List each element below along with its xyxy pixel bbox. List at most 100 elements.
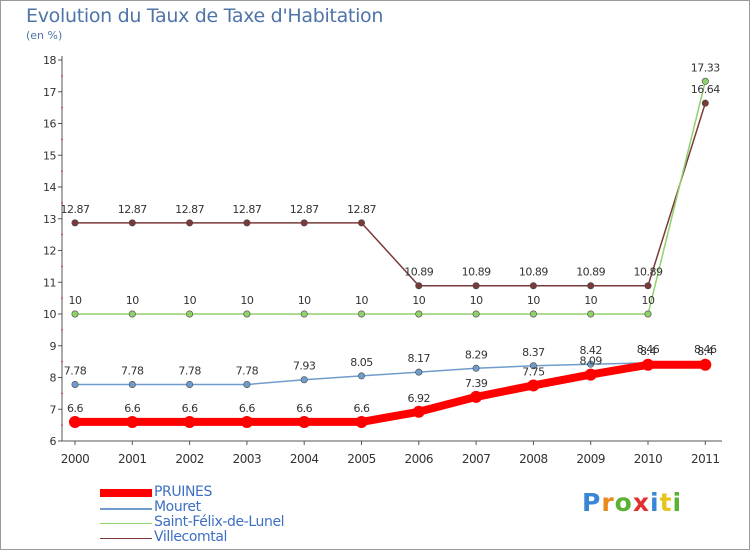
data-label-villecomtal: 10.89 bbox=[519, 266, 548, 279]
legend-label-saint-felix-de-lunel: Saint-Félix-de-Lunel bbox=[154, 514, 285, 530]
data-label-mouret: 8.46 bbox=[694, 343, 717, 356]
data-point-pruines bbox=[699, 358, 712, 371]
data-point-saint-felix-de-lunel bbox=[357, 310, 365, 318]
data-label-pruines: 7.75 bbox=[522, 365, 545, 378]
legend-swatch-villecomtal bbox=[100, 538, 152, 539]
legend-swatch-saint-felix-de-lunel bbox=[100, 523, 152, 524]
data-label-villecomtal: 12.87 bbox=[175, 203, 204, 216]
data-label-mouret: 7.78 bbox=[121, 364, 144, 377]
data-label-pruines: 6.6 bbox=[67, 402, 83, 415]
data-label-pruines: 7.39 bbox=[465, 377, 488, 390]
data-point-mouret bbox=[357, 372, 365, 380]
data-point-pruines bbox=[183, 415, 196, 428]
y-tick-label: 12 bbox=[43, 245, 56, 258]
data-point-pruines bbox=[642, 358, 654, 371]
data-point-saint-felix-de-lunel bbox=[243, 310, 251, 318]
x-tick-label: 2007 bbox=[462, 452, 491, 466]
data-point-mouret bbox=[300, 376, 308, 384]
y-tick-label: 18 bbox=[43, 54, 56, 67]
data-label-pruines: 6.6 bbox=[182, 402, 198, 415]
data-point-saint-felix-de-lunel bbox=[529, 310, 537, 318]
y-tick-label: 13 bbox=[43, 213, 56, 226]
data-label-saint-felix-de-lunel: 17.33 bbox=[691, 61, 720, 74]
data-point-villecomtal bbox=[243, 219, 251, 227]
data-label-saint-felix-de-lunel: 10 bbox=[240, 294, 253, 307]
legend-label-villecomtal: Villecomtal bbox=[154, 529, 228, 545]
data-point-saint-felix-de-lunel bbox=[472, 310, 480, 318]
y-tick-label: 10 bbox=[43, 308, 56, 321]
data-point-villecomtal bbox=[529, 282, 537, 290]
data-point-saint-felix-de-lunel bbox=[701, 77, 709, 85]
y-tick-label: 11 bbox=[43, 276, 56, 289]
data-label-mouret: 8.46 bbox=[637, 343, 660, 356]
data-point-mouret bbox=[71, 380, 79, 388]
data-point-pruines bbox=[126, 415, 139, 428]
data-label-villecomtal: 10.89 bbox=[634, 266, 663, 279]
data-label-villecomtal: 12.87 bbox=[118, 203, 147, 216]
data-label-mouret: 8.05 bbox=[350, 356, 373, 369]
data-label-saint-felix-de-lunel: 10 bbox=[126, 294, 139, 307]
data-label-pruines: 6.6 bbox=[354, 402, 370, 415]
y-tick-label: 9 bbox=[50, 340, 57, 353]
series-line-saint-felix-de-lunel bbox=[75, 81, 707, 315]
y-tick-label: 8 bbox=[50, 372, 57, 385]
logo-letter: i bbox=[672, 488, 683, 517]
logo-letter: o bbox=[614, 488, 633, 517]
data-label-pruines: 6.6 bbox=[296, 402, 312, 415]
x-tick-label: 2004 bbox=[290, 452, 319, 466]
data-label-pruines: 8.4 bbox=[697, 345, 713, 358]
data-label-villecomtal: 16.64 bbox=[691, 83, 720, 96]
data-point-villecomtal bbox=[472, 282, 480, 290]
data-point-pruines bbox=[355, 415, 368, 428]
x-tick-label: 2000 bbox=[61, 452, 90, 466]
data-label-saint-felix-de-lunel: 10 bbox=[183, 294, 196, 307]
series-line-villecomtal bbox=[75, 102, 707, 287]
data-point-saint-felix-de-lunel bbox=[71, 310, 79, 318]
legend-swatch-mouret bbox=[100, 508, 152, 510]
data-point-saint-felix-de-lunel bbox=[300, 310, 308, 318]
logo-letter: t bbox=[659, 488, 673, 517]
data-label-mouret: 8.42 bbox=[579, 344, 602, 357]
chart-subtitle: (en %) bbox=[26, 29, 63, 42]
data-point-pruines bbox=[584, 368, 597, 381]
data-point-mouret bbox=[472, 364, 480, 372]
data-point-saint-felix-de-lunel bbox=[587, 310, 595, 318]
data-label-villecomtal: 10.89 bbox=[404, 266, 433, 279]
x-tick-label: 2008 bbox=[519, 452, 548, 466]
data-label-villecomtal: 10.89 bbox=[462, 266, 491, 279]
x-tick-label: 2011 bbox=[691, 452, 720, 466]
x-tick-label: 2010 bbox=[634, 452, 663, 466]
x-tick-label: 2001 bbox=[118, 452, 147, 466]
data-label-saint-felix-de-lunel: 10 bbox=[527, 294, 540, 307]
data-label-mouret: 8.17 bbox=[408, 352, 431, 365]
logo-letter: r bbox=[601, 488, 615, 517]
logo-letter: P bbox=[582, 488, 602, 517]
data-label-saint-felix-de-lunel: 10 bbox=[470, 294, 483, 307]
data-point-villecomtal bbox=[701, 99, 709, 107]
data-label-mouret: 7.78 bbox=[178, 364, 201, 377]
data-point-mouret bbox=[415, 368, 423, 376]
proxiti-logo: Proxiti bbox=[582, 488, 682, 517]
y-tick-label: 15 bbox=[43, 149, 56, 162]
data-point-mouret bbox=[243, 380, 251, 388]
data-label-villecomtal: 12.87 bbox=[347, 203, 376, 216]
series-line-mouret bbox=[75, 362, 706, 386]
y-tick-label: 17 bbox=[43, 86, 56, 99]
data-label-mouret: 8.29 bbox=[465, 348, 488, 361]
data-point-saint-felix-de-lunel bbox=[644, 310, 652, 318]
data-label-saint-felix-de-lunel: 10 bbox=[584, 294, 597, 307]
data-point-mouret bbox=[587, 360, 595, 368]
x-tick-label: 2005 bbox=[347, 452, 376, 466]
chart-title: Evolution du Taux de Taxe d'Habitation bbox=[26, 5, 384, 27]
y-tick-label: 14 bbox=[43, 181, 56, 194]
legend-label-mouret: Mouret bbox=[154, 499, 201, 515]
x-tick-label: 2003 bbox=[233, 452, 262, 466]
y-tick-label: 16 bbox=[43, 118, 56, 131]
data-point-villecomtal bbox=[71, 219, 79, 227]
data-point-saint-felix-de-lunel bbox=[186, 310, 194, 318]
data-label-pruines: 6.6 bbox=[124, 402, 140, 415]
data-label-saint-felix-de-lunel: 10 bbox=[298, 294, 311, 307]
data-point-mouret bbox=[186, 380, 194, 388]
data-point-villecomtal bbox=[128, 219, 136, 227]
